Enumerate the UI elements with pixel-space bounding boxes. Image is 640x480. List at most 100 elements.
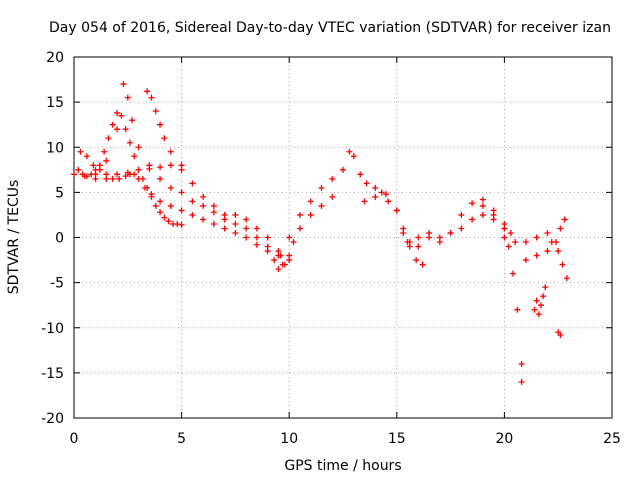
data-point — [157, 121, 164, 128]
data-point — [400, 229, 407, 236]
data-point — [318, 202, 325, 209]
data-point — [557, 225, 564, 232]
data-point — [318, 184, 325, 191]
data-point — [372, 193, 379, 200]
data-point — [385, 198, 392, 205]
data-point — [277, 252, 284, 259]
y-tick-label: -15 — [41, 366, 64, 382]
data-point — [559, 261, 566, 268]
data-points — [71, 81, 570, 385]
data-point — [148, 94, 155, 101]
y-axis-label: SDTVAR / TECUs — [6, 180, 22, 295]
data-point — [518, 378, 525, 385]
data-point — [340, 166, 346, 173]
data-point — [490, 211, 497, 218]
data-point — [81, 173, 88, 180]
data-point — [512, 239, 519, 246]
data-point — [561, 216, 568, 223]
data-point — [114, 109, 121, 116]
data-point — [135, 144, 142, 151]
data-point — [200, 202, 207, 209]
series-track-7 — [361, 191, 514, 250]
data-point — [165, 218, 172, 225]
data-point — [253, 241, 260, 248]
data-point — [296, 225, 303, 232]
data-point — [505, 243, 512, 250]
data-point — [116, 175, 123, 182]
data-point — [537, 302, 544, 309]
data-point — [167, 184, 174, 191]
data-point — [157, 209, 164, 216]
data-point — [120, 81, 127, 88]
y-tick-label: 0 — [55, 231, 64, 247]
data-point — [210, 220, 217, 227]
data-point — [243, 234, 250, 241]
data-point — [329, 193, 336, 200]
data-point — [447, 229, 454, 236]
data-point — [290, 239, 297, 246]
y-tick-label: 10 — [46, 140, 64, 156]
data-point — [114, 126, 121, 133]
series-track-8 — [404, 211, 508, 246]
data-point — [296, 211, 303, 218]
data-point — [522, 257, 529, 264]
data-point — [105, 135, 112, 142]
data-point — [152, 108, 159, 115]
data-point — [378, 189, 385, 196]
data-point — [393, 207, 400, 214]
data-point — [533, 297, 540, 304]
data-point — [221, 211, 228, 218]
data-point — [146, 165, 153, 172]
data-point — [103, 175, 110, 182]
y-tick-label: 5 — [55, 185, 64, 201]
data-point — [221, 225, 228, 232]
data-point — [350, 153, 357, 160]
data-point — [135, 175, 142, 182]
data-point — [383, 191, 390, 198]
data-point — [232, 211, 239, 218]
data-point — [157, 164, 164, 171]
data-point — [522, 239, 529, 246]
data-point — [533, 252, 540, 259]
data-point — [167, 148, 174, 155]
data-point — [157, 175, 164, 182]
data-point — [189, 180, 196, 187]
data-point — [531, 306, 538, 313]
x-axis-label: GPS time / hours — [284, 458, 401, 474]
data-point — [114, 171, 121, 178]
data-point — [419, 261, 426, 268]
data-point — [346, 148, 353, 155]
data-point — [436, 234, 443, 241]
series-track-10 — [501, 229, 570, 282]
series-track-3 — [92, 81, 293, 264]
data-point — [131, 171, 138, 178]
data-point — [514, 306, 521, 313]
x-tick-label: 5 — [177, 431, 186, 447]
data-point — [264, 243, 271, 250]
data-point — [122, 126, 129, 133]
data-point — [501, 234, 508, 241]
data-point — [544, 248, 551, 255]
data-point — [109, 121, 116, 128]
data-point — [535, 311, 542, 318]
data-point — [118, 112, 125, 119]
data-point — [469, 216, 476, 223]
data-point — [563, 275, 570, 282]
series-track-11 — [522, 216, 568, 264]
y-tick-label: -5 — [50, 276, 64, 292]
data-point — [458, 211, 465, 218]
series-track-9 — [479, 202, 525, 367]
data-point — [307, 211, 314, 218]
data-point — [544, 229, 551, 236]
data-point — [286, 234, 293, 241]
data-point — [507, 229, 514, 236]
data-point — [479, 211, 486, 218]
data-point — [148, 191, 155, 198]
data-point — [281, 261, 288, 268]
data-point — [542, 284, 549, 291]
data-point — [415, 243, 422, 250]
data-point — [109, 175, 116, 182]
data-point — [210, 202, 217, 209]
data-point — [253, 234, 260, 241]
